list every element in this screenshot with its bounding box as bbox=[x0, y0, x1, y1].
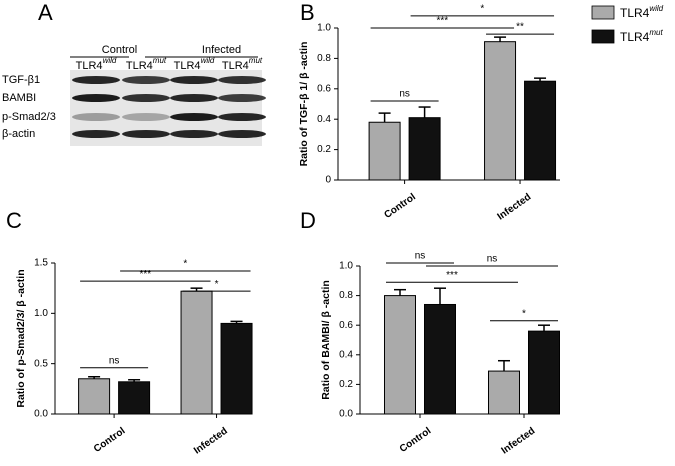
y-tick-label: 0.6 bbox=[339, 320, 353, 331]
panel-letter: B bbox=[300, 0, 315, 25]
label-base: TLR4 bbox=[620, 6, 650, 20]
band bbox=[170, 113, 218, 121]
panel-letter: C bbox=[6, 208, 22, 233]
label: TLR4wild bbox=[174, 56, 215, 72]
y-tick-label: 1.5 bbox=[34, 258, 48, 269]
row-label: TGF-β1 bbox=[2, 74, 40, 86]
y-tick-label: 0.2 bbox=[339, 379, 353, 390]
significance-label: * bbox=[480, 3, 484, 14]
y-tick-label: 0.8 bbox=[339, 290, 353, 301]
significance-label: *** bbox=[139, 269, 151, 280]
bar bbox=[180, 290, 213, 415]
y-tick-label: 0 bbox=[325, 175, 331, 186]
label: TLR4mut bbox=[620, 28, 663, 44]
band bbox=[170, 130, 218, 138]
label-sup: mut bbox=[153, 56, 167, 65]
band bbox=[72, 76, 120, 84]
label-base: TLR4 bbox=[620, 30, 650, 44]
label-sup: wild bbox=[649, 4, 663, 13]
band bbox=[72, 130, 120, 138]
bar bbox=[528, 330, 560, 415]
y-tick-label: 0.6 bbox=[317, 83, 331, 94]
significance-label: *** bbox=[446, 270, 458, 281]
label-sup: mut bbox=[649, 28, 663, 37]
significance-label: * bbox=[183, 259, 187, 270]
band bbox=[72, 113, 120, 121]
y-axis-label: Ratio of p-Smad2/3/ β -actin bbox=[15, 269, 27, 407]
label: TLR4mut bbox=[222, 56, 263, 72]
label: TLR4wild bbox=[76, 56, 117, 72]
row-label: BAMBI bbox=[2, 92, 36, 104]
band bbox=[122, 94, 170, 102]
bar bbox=[368, 121, 401, 181]
bar bbox=[484, 41, 517, 181]
x-tick-label: Control bbox=[92, 425, 128, 455]
y-tick-label: 0.5 bbox=[34, 358, 48, 369]
legend-swatch bbox=[591, 29, 615, 44]
band bbox=[218, 113, 266, 121]
y-tick-label: 0.0 bbox=[34, 409, 48, 420]
y-tick-label: 0.2 bbox=[317, 144, 331, 155]
y-tick-label: 1.0 bbox=[339, 261, 353, 272]
bar bbox=[220, 322, 253, 415]
bar bbox=[424, 303, 456, 415]
x-tick-label: Infected bbox=[192, 426, 230, 457]
band bbox=[122, 130, 170, 138]
label-base: TLR4 bbox=[126, 60, 153, 72]
group-label: Infected bbox=[202, 44, 241, 56]
label-sup: mut bbox=[249, 56, 263, 65]
band bbox=[218, 76, 266, 84]
significance-label: ns bbox=[487, 254, 498, 265]
band bbox=[72, 94, 120, 102]
significance-label: ns bbox=[415, 251, 426, 262]
bar bbox=[78, 378, 111, 415]
bar bbox=[488, 370, 520, 415]
y-tick-label: 1.0 bbox=[317, 23, 331, 34]
x-tick-label: Infected bbox=[500, 426, 538, 457]
row-label: β-actin bbox=[2, 128, 35, 140]
band bbox=[122, 76, 170, 84]
significance-label: *** bbox=[436, 16, 448, 27]
y-tick-label: 0.0 bbox=[339, 409, 353, 420]
bar bbox=[384, 295, 416, 415]
label: TLR4mut bbox=[126, 56, 167, 72]
y-tick-label: 0.4 bbox=[317, 114, 331, 125]
legend-swatch bbox=[591, 5, 615, 20]
x-tick-label: Infected bbox=[496, 192, 534, 223]
band bbox=[218, 94, 266, 102]
bar bbox=[524, 80, 557, 181]
significance-label: * bbox=[215, 279, 219, 290]
y-axis-label: Ratio of BAMBI/ β -actin bbox=[320, 280, 332, 400]
row-label: p-Smad2/3 bbox=[2, 111, 56, 123]
band bbox=[122, 113, 170, 121]
label-base: TLR4 bbox=[222, 60, 249, 72]
band bbox=[218, 130, 266, 138]
bar bbox=[118, 381, 151, 415]
x-tick-label: Control bbox=[382, 191, 418, 221]
y-axis-label: Ratio of TGF-β 1/ β -actin bbox=[298, 42, 310, 167]
label-base: TLR4 bbox=[76, 60, 103, 72]
group-label: Control bbox=[102, 44, 137, 56]
y-tick-label: 1.0 bbox=[34, 308, 48, 319]
y-tick-label: 0.8 bbox=[317, 53, 331, 64]
panel-letter: D bbox=[300, 208, 316, 233]
bar bbox=[408, 117, 441, 181]
label-base: TLR4 bbox=[174, 60, 201, 72]
label-sup: wild bbox=[103, 56, 117, 65]
panel-letter: A bbox=[38, 0, 53, 25]
band bbox=[170, 94, 218, 102]
x-tick-label: Control bbox=[398, 425, 434, 455]
significance-label: ns bbox=[109, 355, 120, 366]
significance-label: * bbox=[522, 308, 526, 319]
significance-label: ** bbox=[516, 22, 524, 33]
label: TLR4wild bbox=[620, 4, 664, 20]
label-sup: wild bbox=[201, 56, 215, 65]
significance-label: ns bbox=[399, 89, 410, 100]
band bbox=[170, 76, 218, 84]
y-tick-label: 0.4 bbox=[339, 349, 353, 360]
